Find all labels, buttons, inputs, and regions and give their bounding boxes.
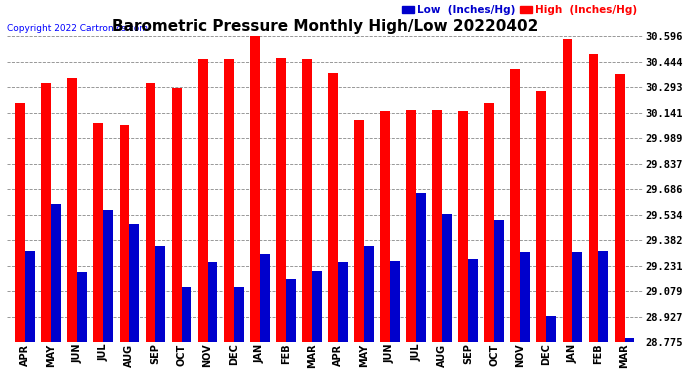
Bar [15,103,26,342]
Bar [458,111,469,342]
Bar [276,57,286,342]
Bar [484,103,494,342]
Bar [172,88,181,342]
Bar [432,110,442,342]
Bar [520,252,530,342]
Bar [93,123,104,342]
Bar [589,54,598,342]
Bar [511,69,520,342]
Bar [442,214,452,342]
Legend: Low  (Inches/Hg), High  (Inches/Hg): Low (Inches/Hg), High (Inches/Hg) [402,5,638,15]
Bar [302,59,312,342]
Bar [77,272,87,342]
Bar [338,262,348,342]
Bar [146,83,155,342]
Bar [390,261,400,342]
Bar [208,262,217,342]
Bar [41,83,51,342]
Bar [155,246,166,342]
Bar [26,251,35,342]
Bar [68,78,77,342]
Bar [51,204,61,342]
Bar [354,120,364,342]
Bar [130,224,139,342]
Bar [598,251,609,342]
Bar [380,111,390,342]
Bar [562,39,573,342]
Bar [469,259,478,342]
Bar [615,74,624,342]
Bar [181,288,191,342]
Bar [312,271,322,342]
Bar [234,288,244,342]
Bar [573,252,582,342]
Bar [198,59,208,342]
Bar [119,124,130,342]
Bar [328,73,338,342]
Bar [624,338,634,342]
Bar [286,279,296,342]
Bar [104,210,113,342]
Bar [406,110,416,342]
Bar [546,316,556,342]
Bar [259,254,270,342]
Bar [364,246,374,342]
Bar [494,220,504,342]
Bar [416,194,426,342]
Bar [224,59,234,342]
Bar [536,91,546,342]
Text: Copyright 2022 Cartronics.com: Copyright 2022 Cartronics.com [7,24,148,33]
Title: Barometric Pressure Monthly High/Low 20220402: Barometric Pressure Monthly High/Low 202… [112,19,538,34]
Bar [250,32,259,342]
